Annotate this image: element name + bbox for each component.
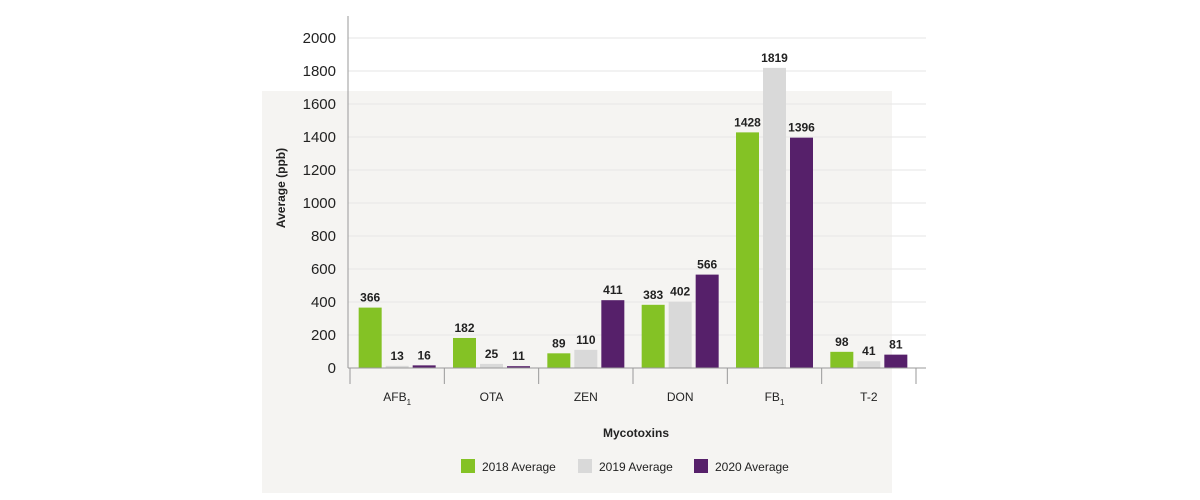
bar-t-2-2 [857, 361, 881, 368]
data-label-don-3: 566 [697, 258, 717, 272]
y-tick-label-800: 800 [311, 228, 336, 245]
legend: 2018 Average 2019 Average 2020 Average [461, 459, 789, 474]
chart-panel-background [262, 91, 892, 493]
legend-swatch-1 [461, 459, 475, 473]
bars [358, 67, 908, 369]
bar-t-2-3 [884, 354, 908, 368]
bar-ota-2 [480, 363, 503, 368]
data-label-t-2-1: 98 [835, 335, 849, 349]
y-tick-label-1000: 1000 [303, 195, 336, 212]
bar-zen-1 [547, 353, 571, 368]
data-label-don-1: 383 [643, 288, 663, 302]
y-tick-label-2000: 2000 [303, 30, 336, 47]
gridlines [348, 37, 926, 336]
bar-don-3 [695, 274, 719, 368]
bar-ota-1 [453, 337, 476, 368]
legend-swatch-2 [578, 459, 592, 473]
bar-fb-2 [763, 67, 786, 369]
data-label-zen-3: 411 [603, 283, 623, 297]
y-tick-label-600: 600 [311, 261, 336, 278]
data-label-ota-3: 11 [512, 349, 525, 363]
data-labels: 366 13 16 182 25 11 89 110 411 383 402 566 1428 1819 1… [360, 51, 903, 363]
x-category-label-0: AFB1 [383, 390, 411, 407]
x-category-label-3: DON [667, 390, 694, 404]
bar-afb-1 [358, 307, 382, 368]
x-category-label-5: T-2 [860, 390, 878, 404]
y-tick-label-1200: 1200 [303, 162, 336, 179]
y-tick-label-0: 0 [328, 360, 336, 377]
bar-zen-3 [601, 300, 625, 368]
data-label-fb-3: 1396 [788, 121, 815, 135]
y-tick-label-1600: 1600 [303, 96, 336, 113]
legend-label-3: 2020 Average [715, 460, 789, 474]
bar-ota-3 [507, 366, 530, 368]
data-label-zen-1: 89 [552, 336, 566, 350]
data-label-t-2-2: 41 [862, 344, 876, 358]
y-tick-label-1800: 1800 [303, 63, 336, 80]
x-category-label-2: ZEN [574, 390, 598, 404]
data-label-afb-2: 13 [390, 349, 404, 363]
data-label-afb-1: 366 [360, 291, 380, 305]
data-label-afb-3: 16 [417, 348, 431, 362]
bar-don-2 [668, 301, 692, 368]
data-label-fb-2: 1819 [761, 51, 788, 65]
x-category-labels: AFB1 OTA ZEN DON FB1 T-2 [383, 390, 878, 407]
data-label-don-2: 402 [670, 285, 690, 299]
x-category-label-4: FB1 [765, 390, 785, 407]
data-label-fb-1: 1428 [734, 115, 761, 129]
legend-label-2: 2019 Average [599, 460, 673, 474]
data-label-t-2-3: 81 [889, 338, 903, 352]
bar-fb-3 [790, 137, 813, 368]
legend-swatch-3 [694, 459, 708, 473]
axes [347, 16, 926, 384]
data-label-ota-2: 25 [485, 347, 499, 361]
legend-label-1: 2018 Average [482, 460, 556, 474]
y-tick-label-400: 400 [311, 294, 336, 311]
y-tick-labels: 0 200 400 600 800 1000 1200 1400 1600 1800 2000 [303, 30, 336, 377]
bar-afb-3 [412, 365, 436, 368]
data-label-ota-1: 182 [454, 321, 474, 335]
bar-fb-1 [736, 132, 759, 368]
bar-don-1 [641, 304, 665, 368]
x-category-label-1: OTA [480, 390, 504, 404]
bar-t-2-1 [830, 351, 854, 368]
y-axis-title: Average (ppb) [274, 148, 288, 228]
x-axis-title: Mycotoxins [603, 426, 669, 440]
y-tick-label-200: 200 [311, 327, 336, 344]
data-label-zen-2: 110 [576, 333, 596, 347]
bar-zen-2 [574, 349, 598, 368]
y-tick-label-1400: 1400 [303, 129, 336, 146]
bar-afb-2 [385, 365, 409, 368]
